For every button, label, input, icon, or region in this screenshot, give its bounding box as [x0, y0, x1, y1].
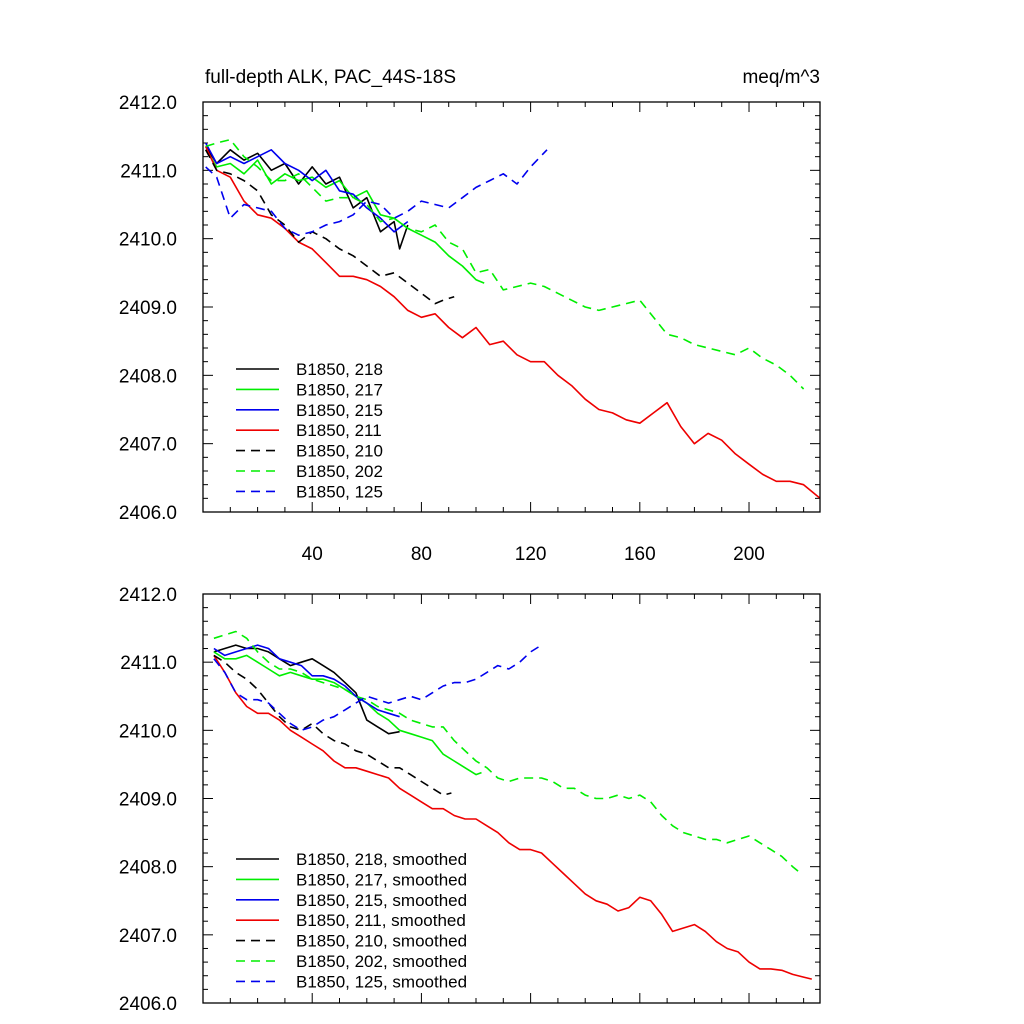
y-tick-label: 2410.0 [119, 721, 177, 742]
y-tick-label: 2406.0 [119, 994, 177, 1015]
legend-label: B1850, 215 [296, 401, 383, 420]
series-line [205, 145, 409, 250]
y-tick-label: 2407.0 [119, 435, 177, 456]
tick-labels: 2406.0 2407.0 2408.0 2409.0 2410.0 2411.0 2412… [119, 93, 765, 565]
series-line [205, 149, 485, 284]
y-tick-label: 2412.0 [119, 585, 177, 606]
y-tick-label: 2409.0 [119, 790, 177, 811]
x-tick-label: 80 [411, 544, 432, 565]
plot-frame [202, 101, 821, 513]
series-line [204, 146, 821, 499]
legend-label: B1850, 211 [296, 421, 382, 440]
legend-label: B1850, 217, smoothed [296, 870, 467, 889]
y-tick-label: 2406.0 [119, 503, 177, 524]
series-line [213, 654, 812, 980]
tick-labels: 2406.0 2407.0 2408.0 2409.0 2410.0 2411.0 2412… [119, 585, 177, 1015]
series-line [213, 644, 400, 718]
series-line [204, 142, 409, 233]
units-label: meq/m^3 [742, 67, 820, 88]
plot-area [213, 630, 812, 980]
panel-top: full-depth ALK, PAC_44S-18S meq/m^3 2406… [119, 67, 821, 565]
legend-label: B1850, 215, smoothed [296, 891, 467, 910]
x-tick-label: 200 [733, 544, 765, 565]
y-tick-label: 2411.0 [120, 653, 177, 674]
series-line [213, 654, 452, 796]
legend-label: B1850, 217 [296, 380, 383, 399]
x-tick-label: 120 [515, 544, 547, 565]
legend-label: B1850, 218, smoothed [296, 850, 467, 869]
legend-label: B1850, 125, smoothed [296, 972, 467, 991]
plot-frame [202, 593, 821, 1004]
series-line [213, 644, 542, 732]
series-line [213, 651, 482, 776]
legend-label: B1850, 125 [296, 482, 383, 501]
series-line [213, 644, 400, 735]
legend-label: B1850, 211, smoothed [296, 911, 466, 930]
chart-title: full-depth ALK, PAC_44S-18S [205, 67, 456, 88]
panel-bottom: 2406.0 2407.0 2408.0 2409.0 2410.0 2411.0 2412… [119, 585, 821, 1015]
plot-area [204, 138, 821, 499]
y-tick-label: 2407.0 [119, 926, 177, 947]
series-line [205, 149, 548, 236]
legend-label: B1850, 218 [296, 360, 383, 379]
legend-label: B1850, 210, smoothed [296, 932, 467, 951]
y-tick-label: 2408.0 [119, 366, 177, 387]
series-line [205, 138, 805, 390]
y-tick-label: 2408.0 [119, 858, 177, 879]
legend-label: B1850, 202, smoothed [296, 952, 467, 971]
x-tick-label: 160 [624, 544, 656, 565]
legend-label: B1850, 202 [296, 462, 383, 481]
y-tick-label: 2411.0 [120, 161, 177, 182]
y-tick-label: 2410.0 [119, 230, 177, 251]
y-tick-label: 2412.0 [119, 93, 177, 114]
series-line [213, 630, 802, 875]
x-tick-label: 40 [302, 544, 323, 565]
legend-label: B1850, 210 [296, 442, 383, 461]
y-tick-label: 2409.0 [119, 298, 177, 319]
